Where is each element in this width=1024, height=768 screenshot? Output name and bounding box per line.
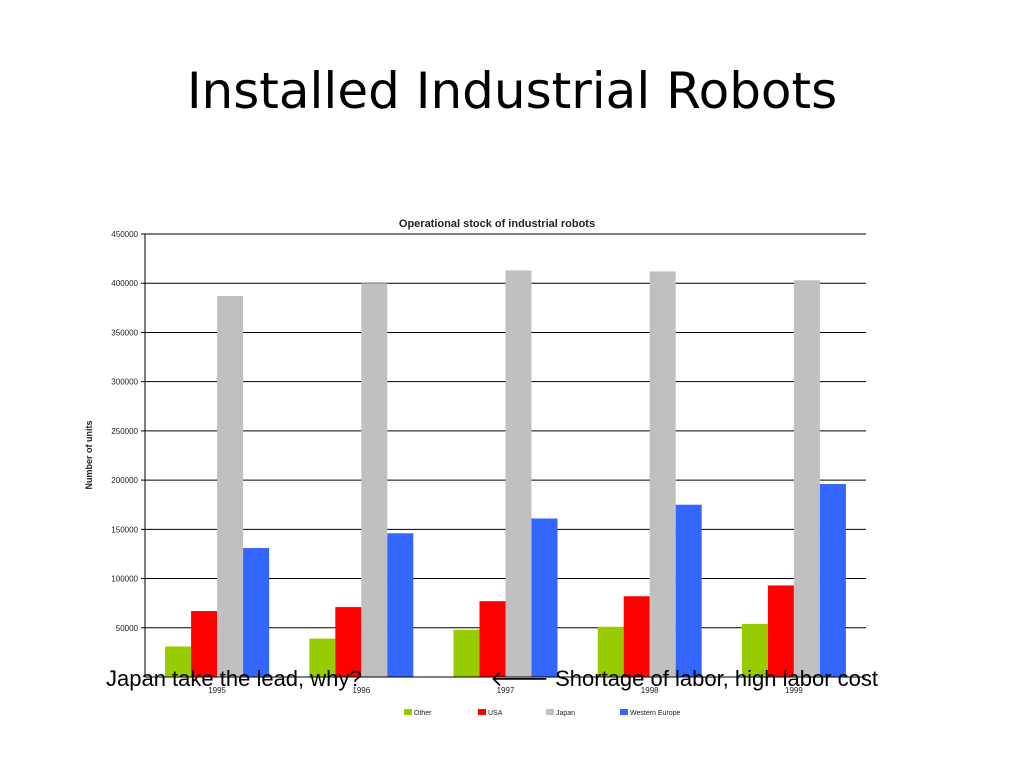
- y-tick-label: 150000: [111, 525, 138, 534]
- x-tick-label: 1999: [785, 686, 803, 695]
- bar-japan-1997: [505, 270, 532, 677]
- axes: 50000 100000 150000 200000 250000 300000 35000…: [111, 230, 866, 695]
- legend-label: Western Europe: [630, 710, 681, 717]
- bar-other-1996: [309, 638, 336, 677]
- y-tick-label: 50000: [116, 624, 139, 633]
- legend-swatch: [620, 709, 628, 715]
- legend-label: Other: [414, 710, 432, 717]
- bars: [165, 270, 846, 677]
- bar-japan-1995: [217, 296, 244, 677]
- bar-other-1999: [741, 623, 768, 677]
- x-tick-label: 1998: [641, 686, 659, 695]
- y-tick-label: 250000: [111, 427, 138, 436]
- bar-western-europe-1999: [819, 484, 846, 677]
- bar-usa-1999: [767, 585, 794, 677]
- slide-title: Installed Industrial Robots: [186, 62, 838, 120]
- bar-western-europe-1995: [243, 548, 270, 677]
- legend: Other USA Japan Western Europe: [404, 709, 681, 717]
- y-tick-label: 350000: [111, 328, 138, 337]
- chart-title: Operational stock of industrial robots: [399, 218, 595, 230]
- caption-question: Japan take the lead, why?: [106, 666, 362, 691]
- x-tick-label: 1995: [208, 686, 226, 695]
- bar-japan-1999: [793, 280, 820, 677]
- bar-other-1995: [165, 646, 192, 677]
- bar-japan-1998: [649, 271, 676, 677]
- y-tick-label: 100000: [111, 575, 138, 584]
- legend-swatch: [404, 709, 412, 715]
- x-tick-label: 1996: [352, 686, 370, 695]
- legend-swatch: [546, 709, 554, 715]
- caption-answer: 🡐 Shortage of labor, high labor cost: [490, 666, 878, 691]
- legend-label: USA: [488, 710, 503, 717]
- y-tick-label: 300000: [111, 378, 138, 387]
- bar-usa-1997: [479, 601, 506, 677]
- bar-japan-1996: [361, 283, 388, 677]
- x-tick-label: 1997: [497, 686, 515, 695]
- y-tick-label: 400000: [111, 279, 138, 288]
- bar-other-1997: [453, 629, 480, 677]
- bar-western-europe-1998: [675, 504, 702, 677]
- legend-label: Japan: [556, 710, 575, 717]
- bar-usa-1998: [623, 596, 650, 677]
- bar-other-1998: [597, 626, 624, 677]
- bar-usa-1996: [335, 607, 362, 677]
- bar-western-europe-1997: [531, 518, 558, 677]
- legend-swatch: [478, 709, 486, 715]
- bar-western-europe-1996: [387, 533, 414, 677]
- bar-usa-1995: [191, 611, 218, 677]
- y-tick-label: 450000: [111, 230, 138, 239]
- y-tick-label: 200000: [111, 476, 138, 485]
- y-axis-label: Number of units: [84, 421, 94, 490]
